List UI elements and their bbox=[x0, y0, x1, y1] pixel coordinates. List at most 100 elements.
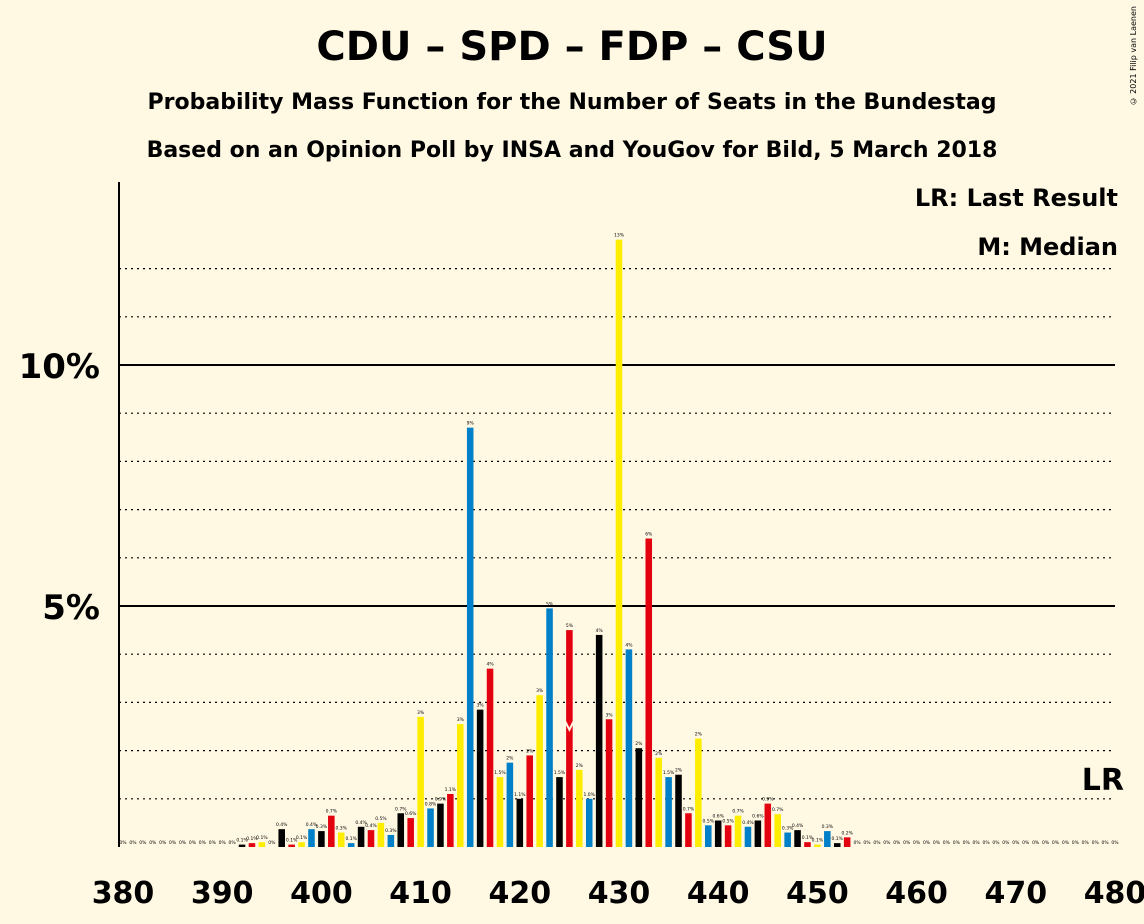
bar-value-label: 0% bbox=[933, 840, 941, 846]
bar bbox=[457, 724, 464, 847]
bar bbox=[724, 825, 732, 847]
bar bbox=[308, 829, 315, 847]
bar bbox=[417, 716, 424, 847]
x-tick-label: 390 bbox=[191, 876, 254, 911]
bar-value-label: 0.3% bbox=[316, 824, 328, 830]
bar bbox=[804, 842, 811, 847]
legend-last-result: LR: Last Result bbox=[914, 184, 1118, 212]
bar-value-label: 0% bbox=[229, 840, 237, 846]
bar-value-label: 3% bbox=[606, 712, 614, 718]
bar-value-label: 13% bbox=[614, 233, 625, 239]
bar-value-label: 0.1% bbox=[802, 835, 814, 841]
bar-value-label: 3% bbox=[457, 717, 465, 723]
bar bbox=[675, 774, 682, 847]
bar bbox=[536, 695, 543, 847]
bar-value-label: 0.2% bbox=[841, 830, 853, 836]
bar-value-label: 0% bbox=[1012, 840, 1020, 846]
bar-value-label: 2% bbox=[675, 768, 683, 774]
bar-value-label: 0% bbox=[179, 840, 187, 846]
x-tick-label: 400 bbox=[290, 876, 353, 911]
bar-value-label: 0.6% bbox=[712, 813, 724, 819]
bar bbox=[843, 837, 851, 847]
bar bbox=[824, 831, 831, 847]
bar bbox=[625, 649, 633, 847]
bar bbox=[486, 668, 494, 847]
x-tick-label: 410 bbox=[389, 876, 452, 911]
legend-median: M: Median bbox=[977, 233, 1118, 261]
bar bbox=[516, 798, 524, 847]
chart-title: CDU – SPD – FDP – CSU bbox=[316, 24, 828, 70]
x-tick-label: 470 bbox=[984, 876, 1047, 911]
bar bbox=[337, 832, 345, 847]
bar bbox=[318, 831, 325, 847]
bar bbox=[645, 538, 653, 847]
bar-value-label: 0.5% bbox=[703, 818, 715, 824]
bar-value-label: 0% bbox=[1062, 840, 1070, 846]
bar bbox=[347, 843, 355, 847]
bar-value-label: 0% bbox=[982, 840, 990, 846]
bar bbox=[635, 748, 643, 847]
x-tick-label: 440 bbox=[687, 876, 750, 911]
bar-value-label: 0% bbox=[268, 840, 276, 846]
bar-value-label: 0% bbox=[129, 840, 137, 846]
bar bbox=[447, 793, 454, 847]
bar bbox=[377, 822, 385, 847]
bar-value-label: 5% bbox=[566, 623, 574, 629]
bar bbox=[526, 755, 533, 847]
median-marker bbox=[564, 721, 575, 732]
bar-value-label: 0.6% bbox=[752, 813, 764, 819]
bar-value-label: 0.3% bbox=[782, 826, 794, 832]
bar-value-label: 3% bbox=[536, 688, 544, 694]
bar-value-label: 0% bbox=[159, 840, 167, 846]
bar-value-label: 0% bbox=[992, 840, 1000, 846]
bar-value-label: 0.7% bbox=[395, 806, 407, 812]
bar bbox=[794, 830, 801, 847]
bar-value-label: 0.8% bbox=[425, 801, 437, 807]
bar bbox=[595, 634, 603, 847]
bar-value-label: 0% bbox=[119, 840, 127, 846]
bar bbox=[258, 842, 266, 847]
x-tick-label: 380 bbox=[92, 876, 155, 911]
bar bbox=[833, 843, 841, 847]
bar bbox=[566, 630, 573, 847]
bar bbox=[734, 815, 742, 847]
bar-value-label: 0% bbox=[1111, 840, 1119, 846]
bar-value-label: 0% bbox=[219, 840, 227, 846]
chart-source: Based on an Opinion Poll by INSA and You… bbox=[146, 138, 998, 163]
bar bbox=[476, 709, 484, 847]
bar-value-label: 0% bbox=[1102, 840, 1110, 846]
x-tick-label: 450 bbox=[786, 876, 849, 911]
bar bbox=[774, 814, 781, 847]
bar-value-label: 0% bbox=[1042, 840, 1050, 846]
bar-value-label: 0.5% bbox=[375, 816, 387, 822]
bar-value-label: 3% bbox=[417, 710, 425, 716]
x-tick-label: 480 bbox=[1084, 876, 1144, 911]
bar-value-label: 4% bbox=[486, 662, 494, 668]
bar bbox=[576, 769, 583, 847]
bar-value-label: 0.1% bbox=[256, 835, 268, 841]
bar-value-label: 2% bbox=[526, 748, 534, 754]
bar-value-label: 0% bbox=[913, 840, 921, 846]
bar-value-label: 0% bbox=[903, 840, 911, 846]
bar bbox=[496, 777, 504, 847]
bar-value-label: 0% bbox=[209, 840, 217, 846]
x-tick-label: 430 bbox=[588, 876, 651, 911]
bar-value-label: 2% bbox=[635, 741, 643, 747]
bar-value-label: 1.0% bbox=[584, 792, 596, 798]
bar-value-label: 0% bbox=[963, 840, 971, 846]
bar-value-label: 0% bbox=[149, 840, 157, 846]
bar-value-label: 0.1% bbox=[345, 836, 357, 842]
bar bbox=[685, 813, 692, 847]
bar bbox=[466, 427, 474, 847]
bar-value-label: 0% bbox=[1072, 840, 1080, 846]
bar-value-label: 0.4% bbox=[355, 820, 367, 826]
bar-value-label: 0% bbox=[973, 840, 981, 846]
bar bbox=[407, 818, 414, 847]
bar bbox=[248, 843, 256, 847]
bar-value-label: 0% bbox=[1032, 840, 1040, 846]
bar-value-label: 0% bbox=[169, 840, 177, 846]
bar-value-label: 0% bbox=[1002, 840, 1010, 846]
bar-value-label: 0% bbox=[863, 840, 871, 846]
bar-value-label: 0% bbox=[1052, 840, 1060, 846]
bar bbox=[764, 803, 772, 847]
